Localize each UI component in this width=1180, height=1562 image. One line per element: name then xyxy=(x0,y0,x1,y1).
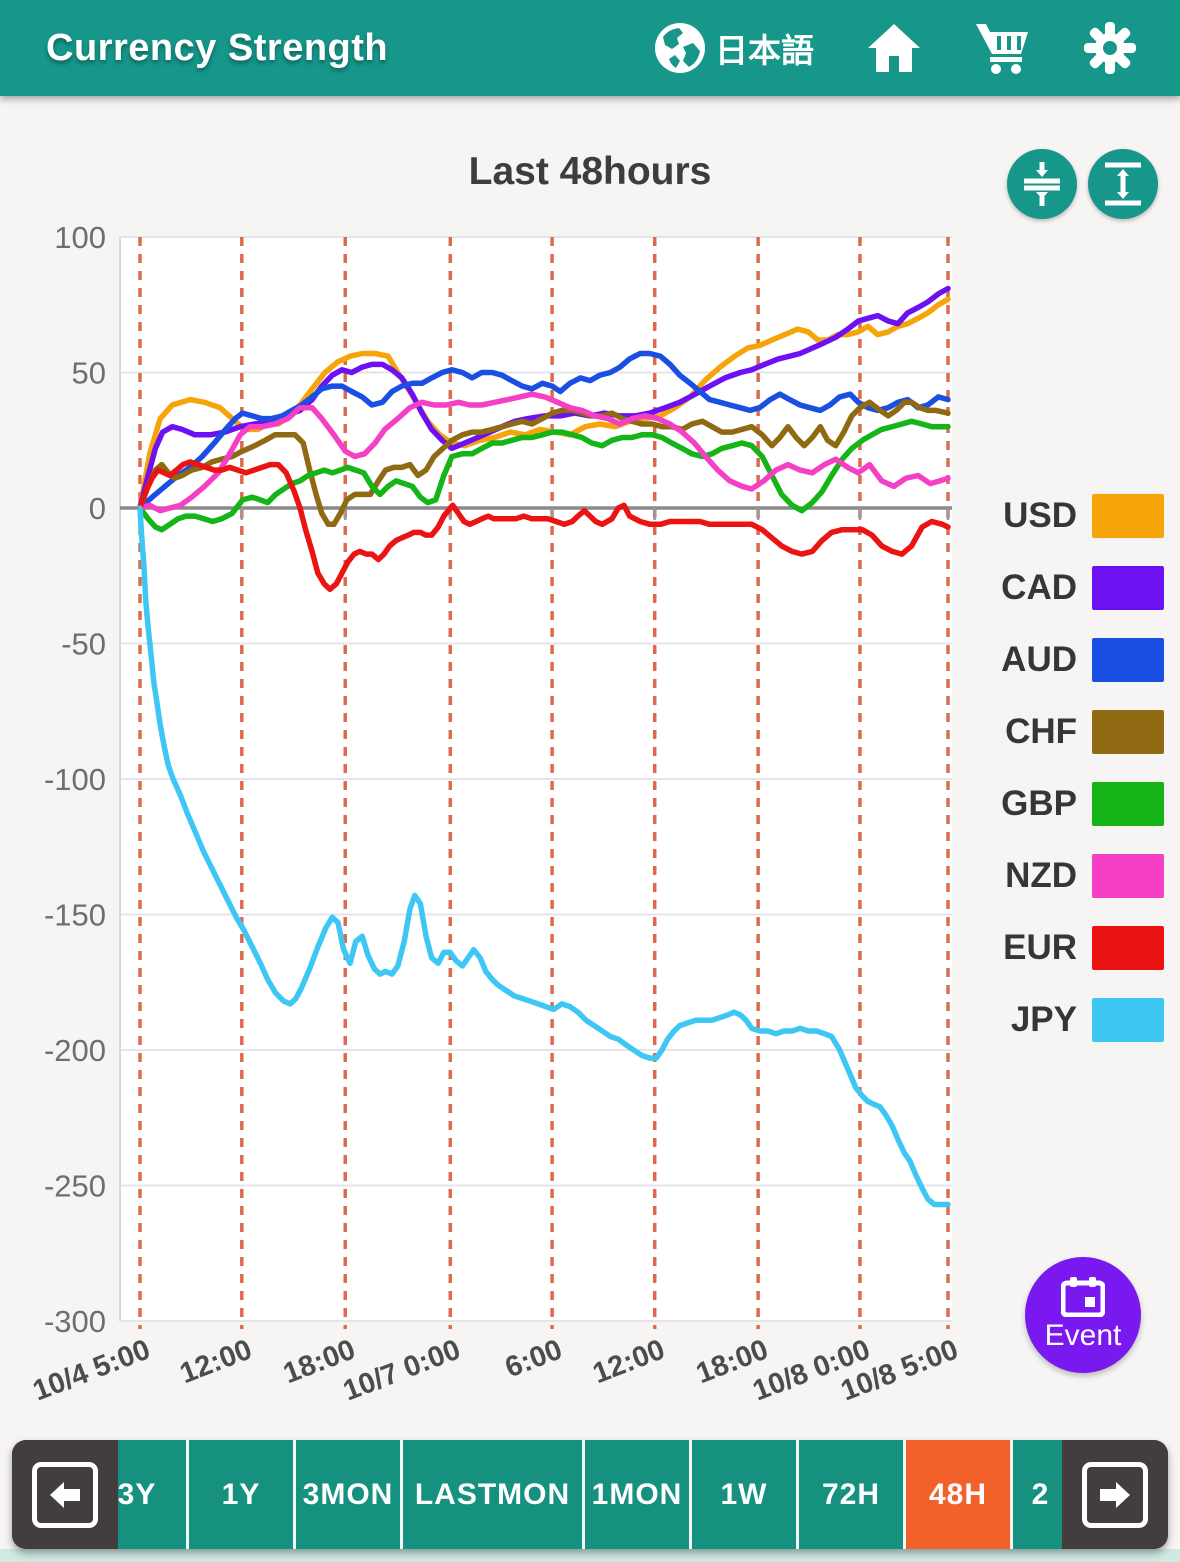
x-tick-label: 12:00 xyxy=(176,1334,257,1390)
legend-label: GBP xyxy=(1001,784,1077,823)
arrow-left-icon xyxy=(50,1481,80,1508)
timeframe-2[interactable]: 2 xyxy=(1010,1440,1068,1549)
legend-swatch xyxy=(1092,710,1164,754)
app-header: Currency Strength 日本語 xyxy=(0,0,1180,96)
legend-swatch xyxy=(1092,926,1164,970)
language-label: 日本語 xyxy=(715,32,814,69)
series-line-JPY xyxy=(137,505,951,1208)
legend-item-CHF: CHF xyxy=(985,710,1164,754)
scroll-right-button[interactable] xyxy=(1082,1461,1148,1528)
timeframe-lastmon[interactable]: LASTMON xyxy=(400,1440,582,1549)
legend-swatch xyxy=(1092,782,1164,826)
timeframe-1w[interactable]: 1W xyxy=(689,1440,796,1549)
collapse-vertical-icon xyxy=(1024,162,1060,206)
home-icon xyxy=(868,24,920,72)
x-tick-label: 10/7 0:00 xyxy=(339,1334,465,1408)
x-tick-label: 10/4 5:00 xyxy=(29,1334,155,1408)
y-tick-label: -150 xyxy=(44,898,106,933)
series-line-CHF xyxy=(137,399,951,528)
y-tick-label: -100 xyxy=(44,762,106,797)
gear-icon xyxy=(1084,22,1136,74)
chart-title: Last 48hours xyxy=(468,150,712,193)
legend-label: EUR xyxy=(1003,928,1077,967)
toolbar-left-cap xyxy=(12,1440,118,1549)
timeframe-1y[interactable]: 1Y xyxy=(186,1440,293,1549)
arrow-right-icon xyxy=(1100,1481,1130,1508)
event-button[interactable]: Event xyxy=(1025,1257,1141,1373)
timeframe-3mon[interactable]: 3MON xyxy=(293,1440,400,1549)
x-tick-label: 12:00 xyxy=(588,1334,669,1390)
chart-legend: USD CAD AUD CHF GBP NZD EUR JPY xyxy=(985,494,1164,1070)
legend-item-JPY: JPY xyxy=(985,998,1164,1042)
legend-label: NZD xyxy=(1005,856,1077,895)
legend-label: AUD xyxy=(1001,640,1077,679)
collapse-vertical-button[interactable] xyxy=(1007,149,1077,219)
language-button[interactable]: 日本語 xyxy=(653,21,814,75)
x-tick-label: 6:00 xyxy=(501,1334,567,1385)
globe-icon xyxy=(653,21,707,75)
timeframe-48h[interactable]: 48H xyxy=(903,1440,1010,1549)
legend-item-EUR: EUR xyxy=(985,926,1164,970)
y-tick-label: -200 xyxy=(44,1033,106,1068)
bottom-strip xyxy=(0,1549,1180,1562)
legend-item-AUD: AUD xyxy=(985,638,1164,682)
scroll-left-button[interactable] xyxy=(32,1461,98,1528)
y-tick-label: 50 xyxy=(72,356,106,391)
series-line-NZD xyxy=(137,391,951,514)
expand-vertical-icon xyxy=(1105,162,1141,206)
legend-label: JPY xyxy=(1010,1000,1077,1039)
y-tick-label: -300 xyxy=(44,1304,106,1339)
toolbar-right-cap xyxy=(1062,1440,1168,1549)
y-tick-label: -250 xyxy=(44,1169,106,1204)
timeframe-72h[interactable]: 72H xyxy=(796,1440,903,1549)
series-line-GBP xyxy=(137,418,951,533)
legend-swatch xyxy=(1092,638,1164,682)
legend-swatch xyxy=(1092,566,1164,610)
legend-item-NZD: NZD xyxy=(985,854,1164,898)
legend-label: USD xyxy=(1003,496,1077,535)
expand-vertical-button[interactable] xyxy=(1088,149,1158,219)
legend-label: CHF xyxy=(1005,712,1077,751)
cart-button[interactable] xyxy=(974,20,1030,76)
calendar-icon xyxy=(1061,1277,1105,1317)
legend-swatch xyxy=(1092,854,1164,898)
legend-item-GBP: GBP xyxy=(985,782,1164,826)
legend-item-CAD: CAD xyxy=(985,566,1164,610)
event-button-label: Event xyxy=(1044,1319,1122,1352)
y-tick-label: 100 xyxy=(54,220,106,255)
legend-item-USD: USD xyxy=(985,494,1164,538)
home-button[interactable] xyxy=(866,22,922,74)
legend-swatch xyxy=(1092,998,1164,1042)
y-tick-label: -50 xyxy=(61,627,106,662)
legend-swatch xyxy=(1092,494,1164,538)
settings-button[interactable] xyxy=(1082,20,1138,76)
timeframe-toolbar: 3Y 1Y 3MON LASTMON 1MON 1W 72H 48H 2 xyxy=(12,1440,1168,1549)
app-title: Currency Strength xyxy=(46,26,389,69)
cart-icon xyxy=(976,24,1028,74)
series-line-EUR xyxy=(137,459,951,593)
legend-label: CAD xyxy=(1001,568,1077,607)
timeframe-1mon[interactable]: 1MON xyxy=(582,1440,689,1549)
series-line-AUD xyxy=(137,350,951,511)
y-tick-label: 0 xyxy=(89,491,106,526)
